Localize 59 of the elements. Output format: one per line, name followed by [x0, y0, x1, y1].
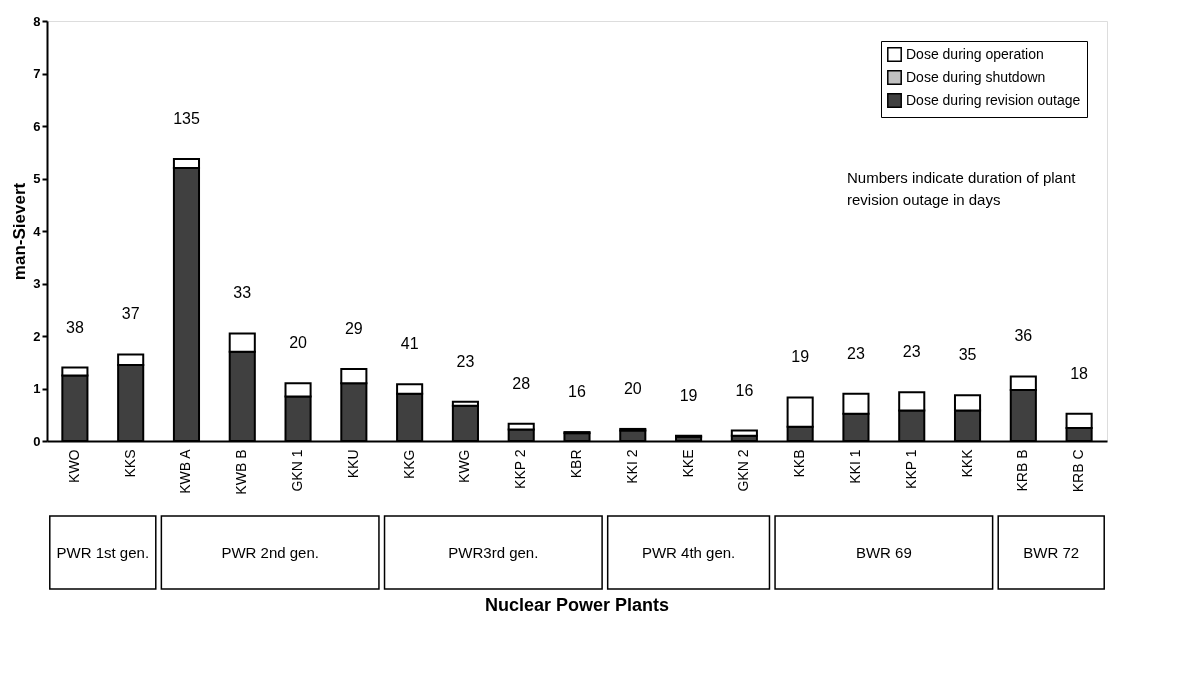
y-tick-label: 1	[33, 381, 41, 396]
legend-label: Dose during operation	[906, 45, 1044, 62]
annotation: 20	[623, 379, 642, 397]
y-tick-label: 5	[33, 171, 41, 186]
annotation: 28	[512, 374, 531, 392]
annotation: 41	[400, 335, 419, 353]
x-tick-label: KKU	[344, 449, 361, 479]
y-axis-title: man-Sievert	[10, 182, 30, 281]
x-tick-label: KWB A	[177, 448, 194, 494]
annotation: 37	[121, 305, 140, 323]
y-tick-label: 0	[33, 433, 41, 449]
annotation: 135	[173, 110, 200, 128]
x-tick-label: GKN 1	[289, 449, 306, 492]
x-tick-label: KKG	[400, 449, 417, 480]
x-tick-label: KKS	[121, 449, 138, 478]
annotation: 19	[679, 386, 698, 404]
annotation: 23	[847, 344, 865, 362]
y-tick-label: 8	[33, 13, 41, 29]
text: BWR 72	[1023, 544, 1080, 561]
text: Nuclear Power Plants	[484, 595, 670, 615]
text: PWR3rd gen.	[448, 544, 539, 561]
x-tick-label: KRB B	[1014, 449, 1031, 492]
legend-label: Dose during revision outage	[906, 91, 1081, 108]
annotation: 16	[735, 381, 754, 399]
annotation: 23	[902, 343, 921, 361]
x-tick-label: KRB C	[1070, 449, 1087, 493]
annotation: 19	[791, 348, 810, 366]
annotation: 18	[1070, 364, 1089, 382]
annotation: 35	[958, 346, 977, 364]
x-tick-label: KKI 2	[623, 449, 640, 484]
y-tick-label: 4	[33, 223, 42, 239]
text: BWR 69	[855, 544, 912, 561]
annotation: 29	[344, 320, 363, 338]
y-tick-label: 6	[33, 118, 41, 134]
y-tick-label: 7	[33, 66, 41, 81]
text: PWR 2nd gen.	[221, 544, 319, 561]
text: PWR 4th gen.	[641, 544, 736, 561]
x-tick-label: KKP 1	[902, 449, 919, 489]
x-tick-label: KWO	[65, 449, 82, 483]
annotation: 20	[289, 334, 308, 352]
annotation: Numbers indicate duration of plant revision outage in days	[847, 169, 1077, 208]
x-tick-label: KWB B	[233, 449, 250, 495]
x-tick-label: KKB	[791, 449, 808, 478]
x-tick-label: KKK	[958, 448, 975, 478]
x-tick-label: KKE	[679, 449, 696, 478]
x-tick-label: KWG	[456, 449, 473, 483]
y-tick-label: 2	[33, 328, 41, 344]
annotation: 16	[568, 383, 586, 401]
x-tick-label: KBR	[568, 449, 584, 479]
annotation: 36	[1014, 327, 1033, 345]
annotation: 33	[233, 284, 252, 302]
annotation: 38	[66, 318, 84, 336]
x-tick-label: KKI 1	[846, 449, 863, 484]
text: PWR 1st gen.	[56, 544, 150, 561]
y-tick-label: 3	[33, 276, 41, 291]
x-tick-label: GKN 2	[735, 449, 752, 492]
x-tick-label: KKP 2	[512, 449, 529, 489]
annotation: 23	[456, 352, 475, 370]
legend-label: Dose during shutdown	[906, 68, 1046, 85]
